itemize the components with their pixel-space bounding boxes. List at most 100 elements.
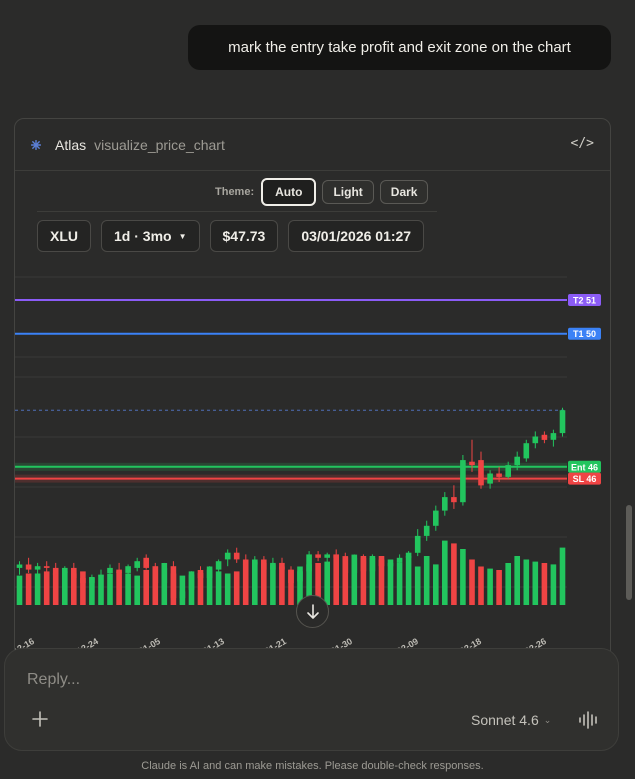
candle-body (369, 557, 376, 572)
candle-body (541, 434, 548, 440)
page-scrollbar[interactable] (626, 505, 632, 600)
volume-bar (550, 564, 557, 605)
candle-body (261, 559, 267, 570)
candle-body (333, 554, 339, 558)
datetime-chip: 03/01/2026 01:27 (288, 220, 425, 252)
volume-bar (451, 543, 457, 605)
candle-body (451, 497, 457, 503)
candle-body (414, 535, 421, 553)
candle-body (405, 552, 412, 558)
tool-function-name: visualize_price_chart (94, 136, 225, 153)
volume-bar (333, 554, 339, 605)
level-badge (568, 472, 601, 485)
volume-bar (514, 556, 520, 605)
volume-bar (242, 564, 249, 605)
candle-body (396, 557, 403, 563)
volume-bar (297, 566, 303, 605)
candle-body (433, 510, 439, 526)
volume-bar (62, 571, 68, 605)
volume-bar (405, 556, 412, 605)
volume-bar (224, 573, 231, 605)
volume-bar (288, 570, 294, 605)
theme-divider (37, 211, 437, 212)
candle-body (387, 562, 394, 567)
reply-input[interactable]: Reply... (27, 671, 81, 688)
volume-bar (469, 559, 475, 605)
volume-bar (16, 575, 23, 605)
candle-body (161, 567, 168, 584)
tool-header[interactable]: Atlas visualize_price_chart </> (15, 119, 610, 171)
volume-bar (342, 557, 349, 605)
candle-body (143, 557, 149, 568)
volume-bar (378, 556, 385, 605)
arrow-down-icon (306, 603, 319, 619)
volume-bar (71, 573, 77, 605)
volume-bar (89, 577, 95, 605)
candle-body (306, 554, 312, 572)
candle-body (523, 443, 530, 459)
candle-body (315, 554, 321, 558)
candle-body (297, 571, 303, 582)
volume-bar (496, 570, 502, 605)
model-selector[interactable]: Sonnet 4.6 ⌄ (471, 712, 551, 728)
candle-body (378, 559, 385, 567)
volume-bar (143, 570, 149, 605)
interval-select[interactable]: 1d · 3mo ▼ (101, 220, 200, 252)
candle-body (80, 578, 86, 584)
level-badge (568, 294, 601, 306)
volume-bar (116, 571, 122, 605)
level-label: T2 51 (573, 296, 596, 306)
volume-bar (306, 564, 312, 605)
level-label: SL 46 (573, 474, 597, 484)
candle-body (487, 473, 493, 484)
plus-icon[interactable] (31, 710, 49, 728)
chevron-down-icon: ▼ (178, 231, 187, 241)
symbol-chip[interactable]: XLU (37, 220, 91, 252)
candle-body (270, 562, 276, 570)
volume-bar (460, 549, 466, 605)
theme-switcher: Theme: Auto Light Dark (215, 175, 434, 209)
candle-body (197, 573, 204, 579)
tool-name: Atlas (55, 136, 87, 153)
volume-bar (369, 556, 376, 605)
candle-body (71, 567, 77, 578)
volume-bar (387, 559, 394, 605)
atlas-icon (31, 139, 41, 150)
volume-bar (487, 568, 493, 605)
volume-bar (523, 559, 530, 605)
candle-body (134, 561, 140, 568)
candle-body (469, 461, 475, 466)
candle-body (125, 566, 131, 573)
theme-dark-button[interactable]: Dark (379, 180, 429, 204)
user-message: mark the entry take profit and exit zone… (188, 25, 611, 70)
model-name: Sonnet 4.6 (471, 712, 539, 728)
level-badge (568, 460, 601, 473)
volume-bar (261, 563, 267, 605)
volume-bar (541, 563, 548, 605)
volume-bar (360, 556, 367, 605)
candle-body (224, 552, 231, 560)
volume-bar (279, 566, 285, 605)
level-badge (568, 327, 601, 340)
theme-auto-button[interactable]: Auto (261, 178, 317, 206)
candle-body (179, 591, 186, 599)
candle-body (342, 556, 349, 573)
candle-body (215, 561, 222, 570)
candle-body (478, 460, 484, 486)
tool-result-card: Atlas visualize_price_chart </> Theme: A… (14, 118, 611, 678)
theme-light-button[interactable]: Light (322, 180, 374, 204)
scroll-to-bottom-button[interactable] (296, 595, 329, 628)
reply-composer[interactable]: Reply... Sonnet 4.6 ⌄ (4, 648, 619, 751)
volume-bar (423, 556, 430, 605)
candle-body (25, 564, 32, 570)
volume-bar (324, 561, 330, 605)
disclaimer-text: Claude is AI and can make mistakes. Plea… (141, 760, 484, 772)
candle-body (206, 569, 213, 578)
voice-waveform-icon[interactable] (578, 710, 600, 730)
candle-body (252, 559, 258, 565)
code-toggle-icon[interactable]: </> (570, 136, 594, 151)
candle-body (360, 557, 367, 572)
chart-info-chips: XLU 1d · 3mo ▼ $47.73 03/01/2026 01:27 (37, 220, 434, 252)
volume-bar (270, 564, 276, 605)
volume-bar (197, 570, 204, 605)
